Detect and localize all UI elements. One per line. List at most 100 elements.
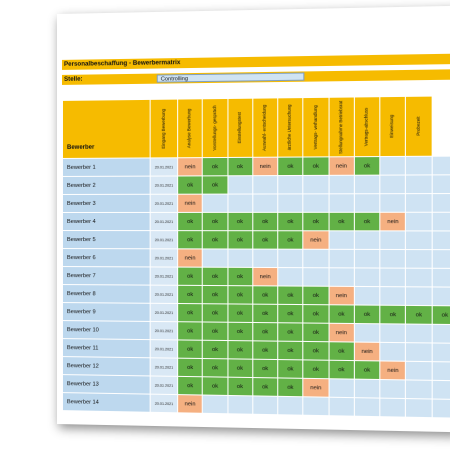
status-cell[interactable] xyxy=(406,324,432,343)
status-cell[interactable]: ok xyxy=(253,286,278,305)
status-cell[interactable]: ok xyxy=(178,285,203,303)
status-cell[interactable]: ok xyxy=(178,212,203,230)
status-cell[interactable] xyxy=(227,194,252,212)
status-cell[interactable] xyxy=(329,268,355,287)
status-cell[interactable] xyxy=(278,249,303,268)
status-cell[interactable]: ok xyxy=(227,157,252,175)
status-cell[interactable]: nein xyxy=(329,286,355,305)
eingang-date[interactable]: 20.01.2021 xyxy=(150,358,177,377)
status-cell[interactable]: nein xyxy=(303,231,329,250)
status-cell[interactable]: ok xyxy=(278,304,303,323)
status-cell[interactable] xyxy=(380,194,406,213)
status-cell[interactable]: nein xyxy=(380,212,406,231)
status-cell[interactable] xyxy=(329,249,355,268)
status-cell[interactable] xyxy=(380,287,406,306)
eingang-date[interactable]: 20.01.2021 xyxy=(150,249,177,267)
status-cell[interactable] xyxy=(406,343,432,362)
status-cell[interactable] xyxy=(432,231,450,250)
status-cell[interactable]: ok xyxy=(203,358,228,377)
status-cell[interactable]: ok xyxy=(303,286,329,305)
status-cell[interactable]: ok xyxy=(303,360,329,379)
eingang-date[interactable]: 20.01.2021 xyxy=(150,158,177,176)
status-cell[interactable] xyxy=(432,156,450,175)
status-cell[interactable] xyxy=(354,268,380,287)
status-cell[interactable] xyxy=(354,286,380,305)
status-cell[interactable] xyxy=(278,396,303,415)
stelle-value[interactable]: Controlling xyxy=(157,72,305,82)
status-cell[interactable] xyxy=(432,287,450,306)
eingang-date[interactable]: 20.01.2021 xyxy=(150,394,177,413)
status-cell[interactable] xyxy=(278,194,303,212)
status-cell[interactable]: ok xyxy=(278,157,303,176)
status-cell[interactable]: ok xyxy=(227,322,252,341)
status-cell[interactable] xyxy=(432,175,450,194)
status-cell[interactable]: ok xyxy=(203,212,228,230)
status-cell[interactable] xyxy=(380,380,406,399)
status-cell[interactable]: ok xyxy=(227,304,252,323)
status-cell[interactable]: ok xyxy=(253,378,278,397)
status-cell[interactable] xyxy=(354,324,380,343)
status-cell[interactable]: ok xyxy=(203,340,228,359)
status-cell[interactable]: ok xyxy=(227,231,252,249)
status-cell[interactable]: ok xyxy=(303,212,329,230)
status-cell[interactable] xyxy=(354,398,380,417)
status-cell[interactable] xyxy=(380,324,406,343)
status-cell[interactable] xyxy=(380,249,406,268)
status-cell[interactable]: ok xyxy=(303,157,329,176)
status-cell[interactable] xyxy=(432,194,450,213)
status-cell[interactable]: ok xyxy=(178,176,203,194)
status-cell[interactable]: ok xyxy=(329,342,355,361)
status-cell[interactable]: ok xyxy=(303,341,329,360)
status-cell[interactable]: ok xyxy=(278,212,303,230)
status-cell[interactable]: ok xyxy=(203,377,228,396)
status-cell[interactable]: ok xyxy=(329,305,355,324)
status-cell[interactable]: nein xyxy=(329,323,355,342)
status-cell[interactable]: ok xyxy=(432,306,450,325)
status-cell[interactable] xyxy=(406,268,432,287)
status-cell[interactable] xyxy=(406,231,432,250)
status-cell[interactable]: ok xyxy=(354,157,380,176)
status-cell[interactable] xyxy=(406,175,432,194)
bewerber-name[interactable]: Bewerber 11 xyxy=(62,339,150,358)
status-cell[interactable] xyxy=(227,395,252,414)
status-cell[interactable] xyxy=(329,379,355,398)
bewerber-name[interactable]: Bewerber 3 xyxy=(62,194,150,212)
status-cell[interactable] xyxy=(432,343,450,362)
status-cell[interactable]: ok xyxy=(203,157,228,175)
bewerber-name[interactable]: Bewerber 9 xyxy=(62,303,150,322)
status-cell[interactable] xyxy=(406,380,432,399)
status-cell[interactable] xyxy=(278,175,303,194)
status-cell[interactable]: ok xyxy=(253,322,278,341)
status-cell[interactable]: nein xyxy=(178,194,203,212)
status-cell[interactable]: ok xyxy=(278,286,303,305)
status-cell[interactable]: ok xyxy=(178,267,203,285)
status-cell[interactable]: ok xyxy=(406,305,432,324)
eingang-date[interactable]: 20.01.2021 xyxy=(150,176,177,194)
status-cell[interactable] xyxy=(303,268,329,287)
status-cell[interactable]: ok xyxy=(178,322,203,341)
status-cell[interactable]: nein xyxy=(354,342,380,361)
status-cell[interactable] xyxy=(406,361,432,380)
status-cell[interactable] xyxy=(380,342,406,361)
status-cell[interactable] xyxy=(329,397,355,416)
status-cell[interactable]: ok xyxy=(278,360,303,379)
bewerber-name[interactable]: Bewerber 2 xyxy=(62,176,150,194)
status-cell[interactable] xyxy=(432,399,450,418)
status-cell[interactable] xyxy=(329,231,355,250)
status-cell[interactable] xyxy=(203,395,228,414)
status-cell[interactable] xyxy=(203,249,228,267)
status-cell[interactable]: ok xyxy=(303,305,329,324)
status-cell[interactable] xyxy=(329,175,355,194)
status-cell[interactable]: ok xyxy=(178,376,203,395)
status-cell[interactable] xyxy=(354,175,380,194)
status-cell[interactable]: nein xyxy=(303,378,329,397)
eingang-date[interactable]: 20.01.2021 xyxy=(150,321,177,339)
status-cell[interactable]: ok xyxy=(354,361,380,380)
status-cell[interactable]: nein xyxy=(178,249,203,267)
status-cell[interactable]: ok xyxy=(329,360,355,379)
status-cell[interactable]: ok xyxy=(380,305,406,324)
eingang-date[interactable]: 20.01.2021 xyxy=(150,212,177,230)
status-cell[interactable] xyxy=(354,231,380,250)
status-cell[interactable]: ok xyxy=(203,267,228,285)
status-cell[interactable] xyxy=(432,212,450,231)
